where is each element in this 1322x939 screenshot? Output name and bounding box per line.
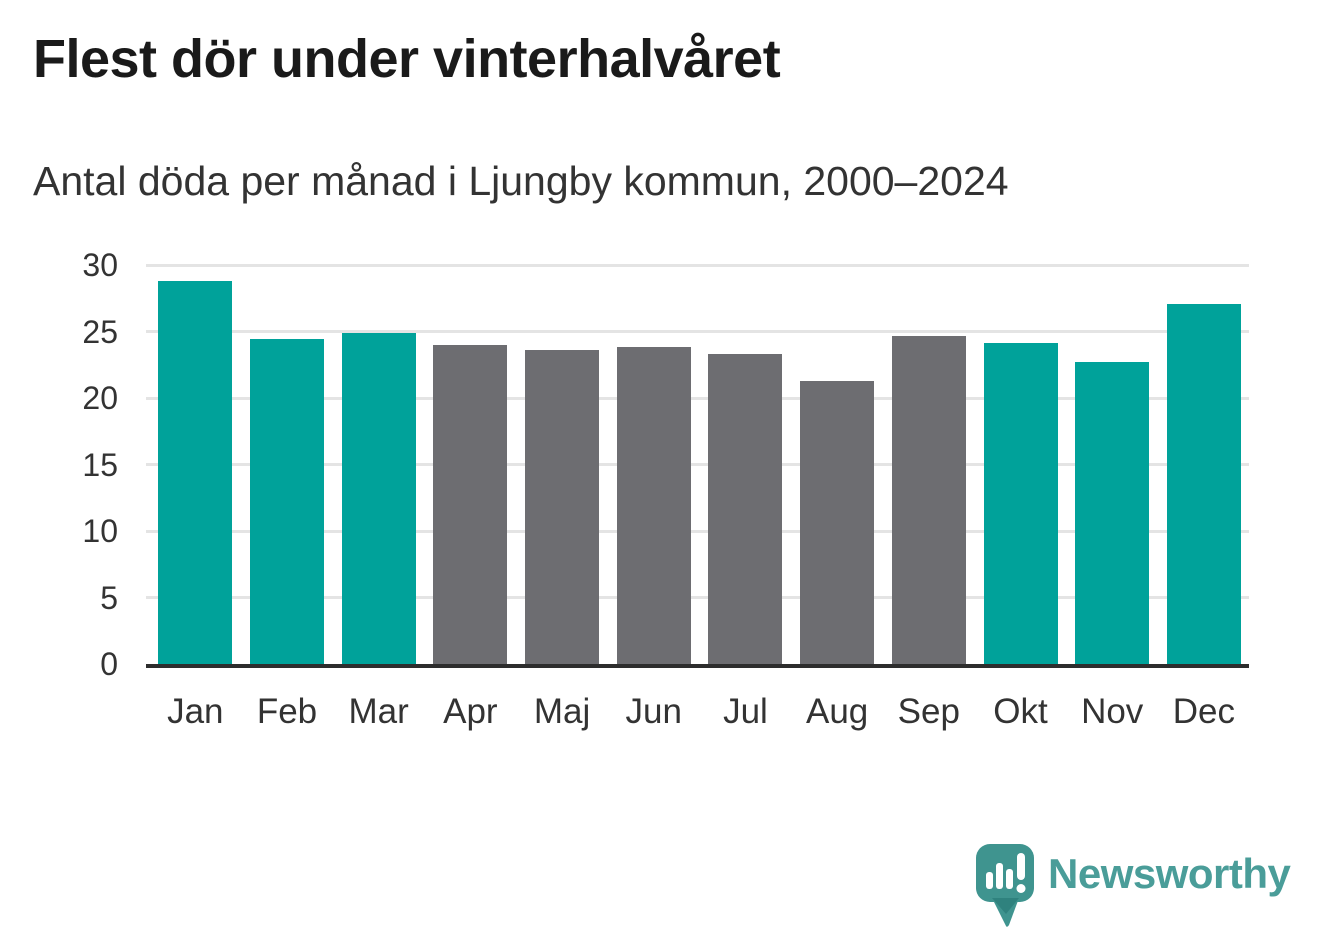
gridline-y-10 <box>146 529 1249 533</box>
gridline-y-15 <box>146 463 1249 466</box>
newsworthy-logo: Newsworthy <box>976 844 1291 930</box>
gridline-y-25 <box>146 330 1249 333</box>
newsworthy-speech-bubble-chart-icon <box>976 844 1034 927</box>
y-tick-label-0: 0 <box>100 646 118 682</box>
bar-dec <box>1166 303 1241 664</box>
x-tick-label-mar: Mar <box>348 692 409 731</box>
x-tick-label-jan: Jan <box>167 692 224 731</box>
bar-jul <box>708 354 783 664</box>
y-tick-label-5: 5 <box>100 579 118 616</box>
bar-okt <box>983 343 1058 664</box>
gridline-y-5 <box>146 596 1249 599</box>
y-tick-label-30: 30 <box>82 247 118 283</box>
chart-title: Flest dör under vinterhalvåret <box>33 29 781 89</box>
y-tick-label-25: 25 <box>82 313 118 350</box>
x-tick-label-nov: Nov <box>1081 692 1144 731</box>
x-tick-label-okt: Okt <box>993 692 1048 731</box>
y-tick-label-10: 10 <box>82 513 118 549</box>
bar-jan <box>158 280 233 664</box>
bar-maj <box>525 350 600 664</box>
bar-aug <box>800 380 875 664</box>
bar-feb <box>249 339 324 664</box>
x-tick-label-sep: Sep <box>897 692 960 731</box>
bar-jun <box>616 347 691 664</box>
x-tick-label-jul: Jul <box>723 692 768 731</box>
x-tick-label-maj: Maj <box>533 692 591 731</box>
y-tick-label-15: 15 <box>82 446 118 483</box>
newsworthy-wordmark: Newsworthy <box>1048 850 1291 897</box>
y-tick-label-20: 20 <box>82 380 118 416</box>
bar-sep <box>891 335 966 664</box>
x-tick-label-apr: Apr <box>443 692 498 731</box>
bar-chart-plot-area <box>146 263 1249 668</box>
chart-subtitle: Antal döda per månad i Ljungby kommun, 2… <box>33 158 1009 204</box>
bar-apr <box>433 344 508 664</box>
bar-nov <box>1075 362 1150 664</box>
x-axis-line <box>146 664 1249 668</box>
x-tick-label-jun: Jun <box>625 692 682 731</box>
x-tick-label-feb: Feb <box>256 692 318 731</box>
gridline-y-30 <box>146 263 1249 267</box>
bar-mar <box>341 332 416 664</box>
x-tick-label-aug: Aug <box>805 692 869 731</box>
x-tick-label-dec: Dec <box>1172 692 1235 731</box>
gridline-y-20 <box>146 396 1249 400</box>
